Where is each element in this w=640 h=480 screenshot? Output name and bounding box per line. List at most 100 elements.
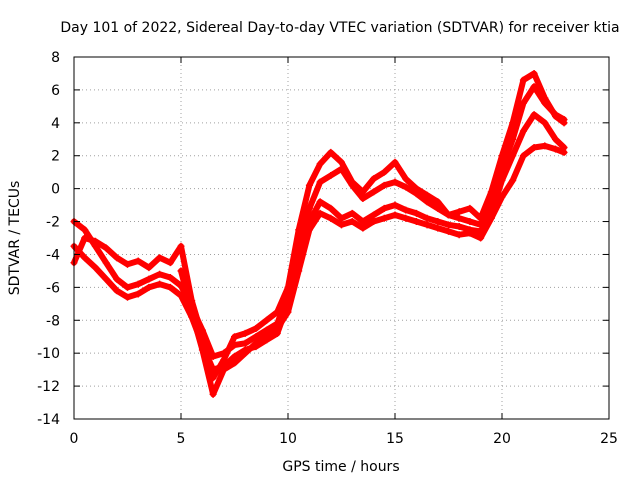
data-point-marker <box>455 214 463 222</box>
data-point-marker <box>380 181 388 189</box>
data-point-marker <box>177 242 185 250</box>
data-point-marker <box>541 119 549 127</box>
data-point-marker <box>124 283 131 291</box>
y-tick-label: 2 <box>51 149 60 165</box>
y-tick-label: 4 <box>51 116 60 132</box>
series-trace-4 <box>177 142 568 398</box>
data-point-marker <box>156 270 164 278</box>
data-point-marker <box>209 390 217 398</box>
data-point-marker <box>145 264 153 272</box>
data-point-marker <box>252 333 260 341</box>
data-point-marker <box>81 226 89 234</box>
data-point-marker <box>348 178 356 186</box>
data-point-marker <box>498 152 506 160</box>
data-point-marker <box>466 229 474 237</box>
series-trace-1 <box>70 111 568 374</box>
data-point-marker <box>487 188 495 196</box>
data-point-marker <box>391 211 399 219</box>
data-point-marker <box>552 112 559 120</box>
data-point-marker <box>113 254 121 262</box>
data-point-marker <box>530 144 538 151</box>
data-point-marker <box>455 208 463 216</box>
data-point-marker <box>81 254 89 262</box>
x-tick-label: 20 <box>493 431 511 447</box>
data-point-marker <box>359 195 367 203</box>
data-point-marker <box>273 325 281 332</box>
y-axis-label: SDTVAR / TECUs <box>7 181 23 296</box>
data-point-marker <box>241 329 249 337</box>
series-line <box>71 111 568 373</box>
data-point-marker <box>327 171 335 179</box>
data-point-marker <box>124 293 131 301</box>
data-point-marker <box>348 218 356 226</box>
data-point-marker <box>295 267 303 275</box>
x-axis-label: GPS time / hours <box>282 459 399 475</box>
y-tick-label: -14 <box>37 412 60 428</box>
data-point-marker <box>445 221 452 229</box>
data-point-marker <box>348 209 356 217</box>
data-point-marker <box>359 188 367 196</box>
data-point-marker <box>552 135 559 143</box>
y-tick-label: -10 <box>37 346 60 362</box>
data-point-marker <box>519 99 527 107</box>
data-point-marker <box>134 290 142 298</box>
x-tick-label: 25 <box>600 431 618 447</box>
data-point-marker <box>466 218 474 226</box>
data-point-marker <box>519 127 527 135</box>
data-point-marker <box>134 257 142 265</box>
data-point-marker <box>177 267 185 275</box>
data-point-marker <box>102 275 110 283</box>
y-tick-label: -8 <box>46 313 60 329</box>
data-point-marker <box>81 234 89 242</box>
data-point-marker <box>145 275 153 283</box>
data-point-marker <box>530 69 538 77</box>
data-point-marker <box>370 218 378 226</box>
data-point-marker <box>509 152 517 160</box>
data-point-marker <box>231 359 238 367</box>
data-point-marker <box>391 201 399 209</box>
data-point-marker <box>284 283 292 291</box>
data-point-marker <box>530 111 538 119</box>
data-point-marker <box>263 333 271 341</box>
data-point-marker <box>338 158 345 166</box>
x-tick-label: 10 <box>279 431 297 447</box>
data-point-marker <box>91 264 99 272</box>
x-tick-label: 15 <box>386 431 404 447</box>
data-point-marker <box>113 287 121 295</box>
data-point-marker <box>188 308 196 316</box>
data-point-marker <box>455 231 463 239</box>
y-tick-label: -6 <box>46 280 60 296</box>
data-point-marker <box>477 214 485 222</box>
y-tick-label: -4 <box>46 247 60 263</box>
data-point-marker <box>380 214 388 222</box>
data-point-marker <box>209 352 217 360</box>
data-point-marker <box>466 204 474 212</box>
data-point-marker <box>327 204 335 212</box>
data-point-marker <box>295 226 303 234</box>
data-point-marker <box>519 152 527 160</box>
y-tick-label: -12 <box>37 379 60 395</box>
plot-frame <box>73 56 610 420</box>
data-point-marker <box>445 227 452 235</box>
data-point-marker <box>134 280 142 288</box>
data-point-marker <box>445 211 452 219</box>
data-point-marker <box>113 275 121 283</box>
data-point-marker <box>124 260 131 268</box>
data-point-marker <box>241 349 249 357</box>
data-point-marker <box>263 326 271 334</box>
data-point-marker <box>316 178 324 186</box>
series-trace-3 <box>70 69 568 382</box>
data-point-marker <box>316 198 324 206</box>
data-point-marker <box>338 214 345 222</box>
data-point-marker <box>402 206 410 214</box>
data-point-marker <box>434 218 442 226</box>
data-point-marker <box>166 283 174 291</box>
data-point-marker <box>327 214 335 222</box>
series-trace-2 <box>70 83 568 360</box>
data-point-marker <box>552 145 559 153</box>
data-point-marker <box>252 325 260 332</box>
data-point-marker <box>359 224 367 232</box>
data-point-marker <box>477 234 485 242</box>
data-point-marker <box>166 273 174 281</box>
